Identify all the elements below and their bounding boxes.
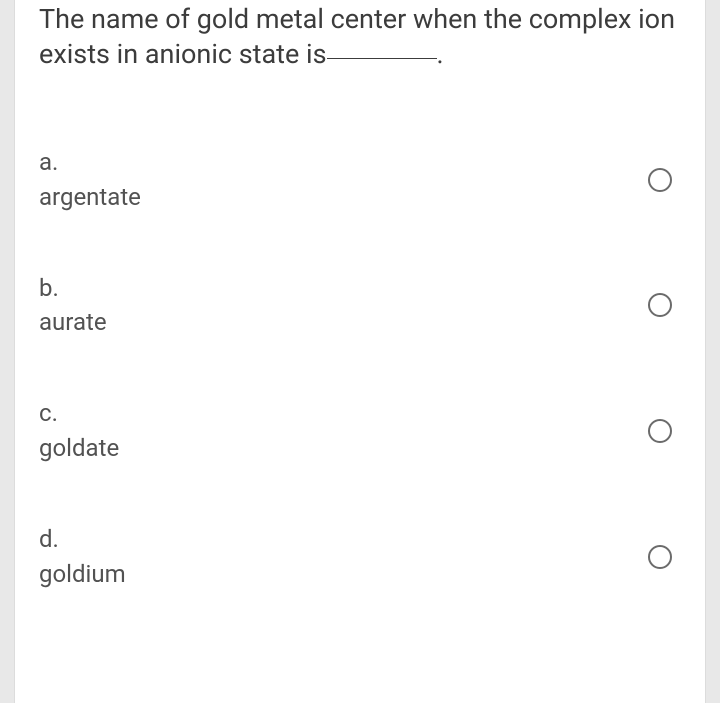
option-a[interactable]: a. argentate (39, 117, 681, 243)
option-d[interactable]: d. goldium (39, 494, 681, 620)
page-background: The name of gold metal center when the c… (0, 0, 720, 703)
question-suffix: . (437, 38, 444, 70)
radio-icon[interactable] (647, 167, 673, 193)
option-letter: c. (39, 396, 119, 431)
option-letter: a. (39, 145, 141, 180)
option-text: a. argentate (39, 145, 141, 215)
question-text: The name of gold metal center when the c… (39, 0, 681, 117)
radio-icon[interactable] (647, 292, 673, 318)
radio-icon[interactable] (647, 544, 673, 570)
option-letter: d. (39, 522, 126, 557)
option-letter: b. (39, 271, 107, 306)
option-text: b. aurate (39, 271, 107, 341)
fill-blank (327, 58, 437, 59)
option-label: aurate (39, 305, 107, 340)
option-text: c. goldate (39, 396, 119, 466)
option-label: argentate (39, 180, 141, 215)
option-b[interactable]: b. aurate (39, 243, 681, 369)
option-label: goldate (39, 431, 119, 466)
option-c[interactable]: c. goldate (39, 368, 681, 494)
question-card: The name of gold metal center when the c… (14, 0, 706, 703)
question-prefix: The name of gold metal center when the c… (39, 3, 675, 70)
radio-icon[interactable] (647, 418, 673, 444)
option-label: goldium (39, 557, 126, 592)
option-text: d. goldium (39, 522, 126, 592)
options-list: a. argentate b. aurate (39, 117, 681, 619)
